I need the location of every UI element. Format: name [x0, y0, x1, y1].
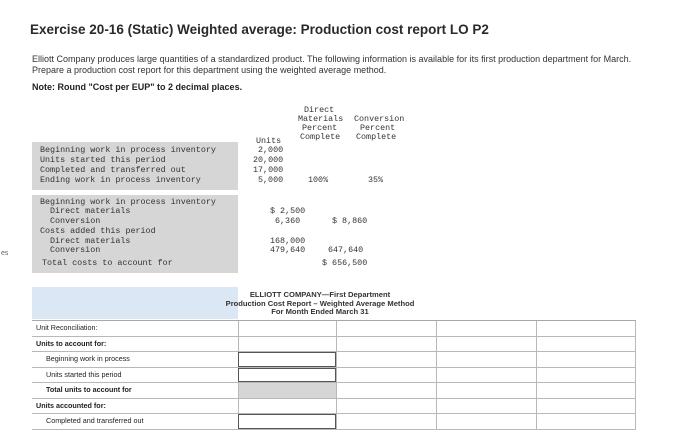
answer-cell[interactable] — [336, 398, 436, 413]
row-label: Units started this period — [46, 369, 122, 379]
table-row: Units started this period — [32, 367, 636, 383]
header-conv-line2: Percent — [360, 123, 396, 133]
answer-cell[interactable] — [238, 398, 336, 413]
answer-cell[interactable] — [336, 321, 436, 336]
problem-description: Elliott Company produces large quantitie… — [32, 54, 632, 75]
answer-cell[interactable] — [536, 367, 636, 382]
table-row: Units accounted for: — [32, 398, 636, 414]
cost-label-dm-added: Direct materials — [50, 236, 131, 246]
report-period: For Month Ended March 31 — [271, 307, 369, 317]
table-row: Completed and transferred out — [32, 414, 636, 430]
row-label: Completed and transferred out — [46, 416, 144, 425]
units-input-started[interactable] — [238, 367, 336, 382]
cost-amount-conv-beginning: 6,360 — [275, 216, 301, 226]
rounding-note: Note: Round "Cost per EUP" to 2 decimal … — [32, 82, 243, 92]
report-title: Production Cost Report – Weighted Averag… — [225, 298, 415, 308]
cost-amount-dm-beginning: $ 2,500 — [270, 206, 306, 216]
answer-cell[interactable] — [436, 336, 536, 351]
report-company: ELLIOTT COMPANY—First Department — [249, 290, 391, 299]
cost-label-conv-beginning: Conversion — [50, 216, 101, 226]
row-label-beginning-wip: Beginning work in process inventory — [40, 145, 216, 155]
row-label-ending-wip: Ending work in process inventory — [40, 175, 201, 185]
cost-label-conv-added: Conversion — [50, 245, 101, 255]
row-label: Units to account for: — [36, 338, 107, 348]
answer-cell[interactable] — [536, 336, 636, 351]
units-total-cell — [238, 383, 336, 398]
cost-amount-dm-added: 168,000 — [270, 236, 306, 246]
answer-cell[interactable] — [436, 352, 536, 367]
header-dm-line4: Complete — [300, 132, 341, 142]
header-conv-line3: Complete — [356, 132, 397, 142]
row-label: Beginning work in process — [46, 354, 130, 363]
answer-cell[interactable] — [436, 367, 536, 382]
answer-cell[interactable] — [436, 414, 536, 429]
cost-total-added: 647,640 — [328, 245, 364, 255]
units-input-completed[interactable] — [238, 414, 336, 429]
row-conv-pct-ending-wip: 35% — [368, 175, 384, 185]
answer-cell[interactable] — [436, 398, 536, 413]
cost-label-added: Costs added this period — [40, 226, 156, 236]
cost-label-total: Total costs to account for — [42, 258, 173, 268]
answer-cell[interactable] — [436, 321, 536, 336]
header-dm-line2: Materials — [298, 114, 344, 124]
row-label: Total units to account for — [46, 385, 132, 394]
answer-table-header-shade — [32, 287, 238, 319]
row-dm-pct-ending-wip: 100% — [308, 175, 329, 185]
header-dm-line3: Percent — [302, 123, 338, 133]
row-units-started: 20,000 — [253, 155, 284, 165]
answer-cell[interactable] — [536, 321, 636, 336]
header-units: Units — [256, 136, 282, 146]
row-label-units-started: Units started this period — [40, 155, 166, 165]
page-title: Exercise 20-16 (Static) Weighted average… — [30, 22, 489, 37]
costs-data-background — [32, 195, 238, 273]
header-conv-line1: Conversion — [354, 114, 405, 124]
cost-amount-conv-added: 479,640 — [270, 245, 306, 255]
answer-cell[interactable] — [536, 383, 636, 398]
table-row: Beginning work in process — [32, 352, 636, 368]
cost-label-beginning-wip: Beginning work in process inventory — [40, 197, 216, 207]
cost-total-to-account: $ 656,500 — [322, 258, 368, 268]
table-row: Total units to account for — [32, 383, 636, 399]
table-row: Unit Reconciliation: — [32, 321, 636, 337]
sidebar-fragment-text: es — [1, 250, 9, 257]
answer-cell[interactable] — [336, 367, 436, 382]
header-dm-line1: Direct — [304, 105, 335, 115]
answer-cell[interactable] — [238, 336, 336, 351]
report-header: ELLIOTT COMPANY—First Department Product… — [200, 290, 440, 317]
units-data-background — [32, 142, 238, 190]
cost-label-dm-beginning: Direct materials — [50, 206, 131, 216]
row-units-completed: 17,000 — [253, 165, 284, 175]
row-units-ending-wip: 5,000 — [258, 175, 284, 185]
answer-cell[interactable] — [536, 414, 636, 429]
answer-cell[interactable] — [336, 352, 436, 367]
answer-cell[interactable] — [536, 398, 636, 413]
answer-cell[interactable] — [436, 383, 536, 398]
answer-cell[interactable] — [238, 321, 336, 336]
row-label-completed: Completed and transferred out — [40, 165, 186, 175]
given-data-table: Direct Materials Percent Complete Conver… — [32, 102, 412, 280]
left-sidebar-strip: es — [0, 0, 14, 441]
units-input-beginning-wip[interactable] — [238, 352, 336, 367]
row-label: Units accounted for: — [36, 400, 106, 410]
answer-cell[interactable] — [336, 383, 436, 398]
row-label: Unit Reconciliation: — [36, 323, 98, 332]
answer-cell[interactable] — [336, 336, 436, 351]
cost-total-beginning: $ 8,860 — [332, 216, 368, 226]
answer-cell[interactable] — [336, 414, 436, 429]
answer-cell[interactable] — [536, 352, 636, 367]
unit-reconciliation-table: Unit Reconciliation: Units to account fo… — [32, 320, 636, 430]
row-units-beginning-wip: 2,000 — [258, 145, 284, 155]
table-row: Units to account for: — [32, 336, 636, 352]
